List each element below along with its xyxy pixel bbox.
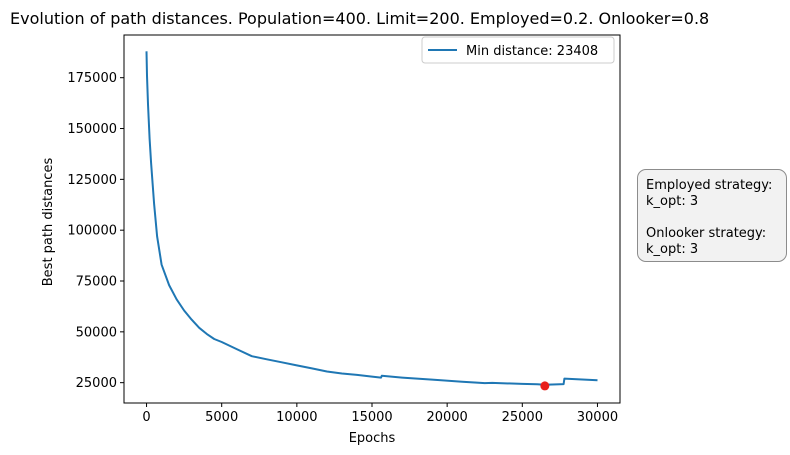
- x-tick-label: 0: [142, 410, 150, 425]
- legend-frame: [421, 36, 615, 64]
- strategy-info-box: Employed strategy: k_opt: 3 Onlooker str…: [637, 169, 787, 262]
- series-layer: [145, 51, 598, 391]
- x-tick-label: 5000: [205, 410, 238, 425]
- legend-label: Min distance: 23408: [466, 44, 598, 59]
- onlooker-strategy-title: Onlooker strategy:: [646, 226, 767, 241]
- chart-title: Evolution of path distances. Population=…: [10, 9, 709, 28]
- employed-strategy-value: k_opt: 3: [646, 194, 699, 209]
- y-tick-label: 125000: [67, 173, 117, 188]
- y-tick-label: 75000: [76, 275, 117, 290]
- series-line: [145, 51, 598, 386]
- axes-layer: 0 5000 10000 15000 20000 25000 30000 25000 50000…: [67, 34, 621, 425]
- plot-frame: [123, 34, 621, 404]
- employed-strategy-title: Employed strategy:: [646, 178, 773, 193]
- x-axis-title: Epochs: [349, 431, 396, 446]
- x-tick-label: 20000: [426, 410, 467, 425]
- x-tick-label: 25000: [502, 410, 543, 425]
- y-axis-title: Best path distances: [41, 158, 56, 287]
- y-tick-label: 175000: [67, 71, 117, 86]
- min-distance-marker: [540, 381, 550, 391]
- info-spacer: [646, 210, 786, 226]
- legend: Min distance: 23408: [421, 36, 615, 64]
- x-tick-label: 15000: [351, 410, 392, 425]
- onlooker-strategy-value: k_opt: 3: [646, 242, 699, 257]
- x-tick-label: 10000: [276, 410, 317, 425]
- y-tick-label: 150000: [67, 122, 117, 137]
- y-tick-label: 100000: [67, 224, 117, 239]
- y-tick-label: 25000: [76, 376, 117, 391]
- y-tick-label: 50000: [76, 325, 117, 340]
- x-tick-label: 30000: [577, 410, 618, 425]
